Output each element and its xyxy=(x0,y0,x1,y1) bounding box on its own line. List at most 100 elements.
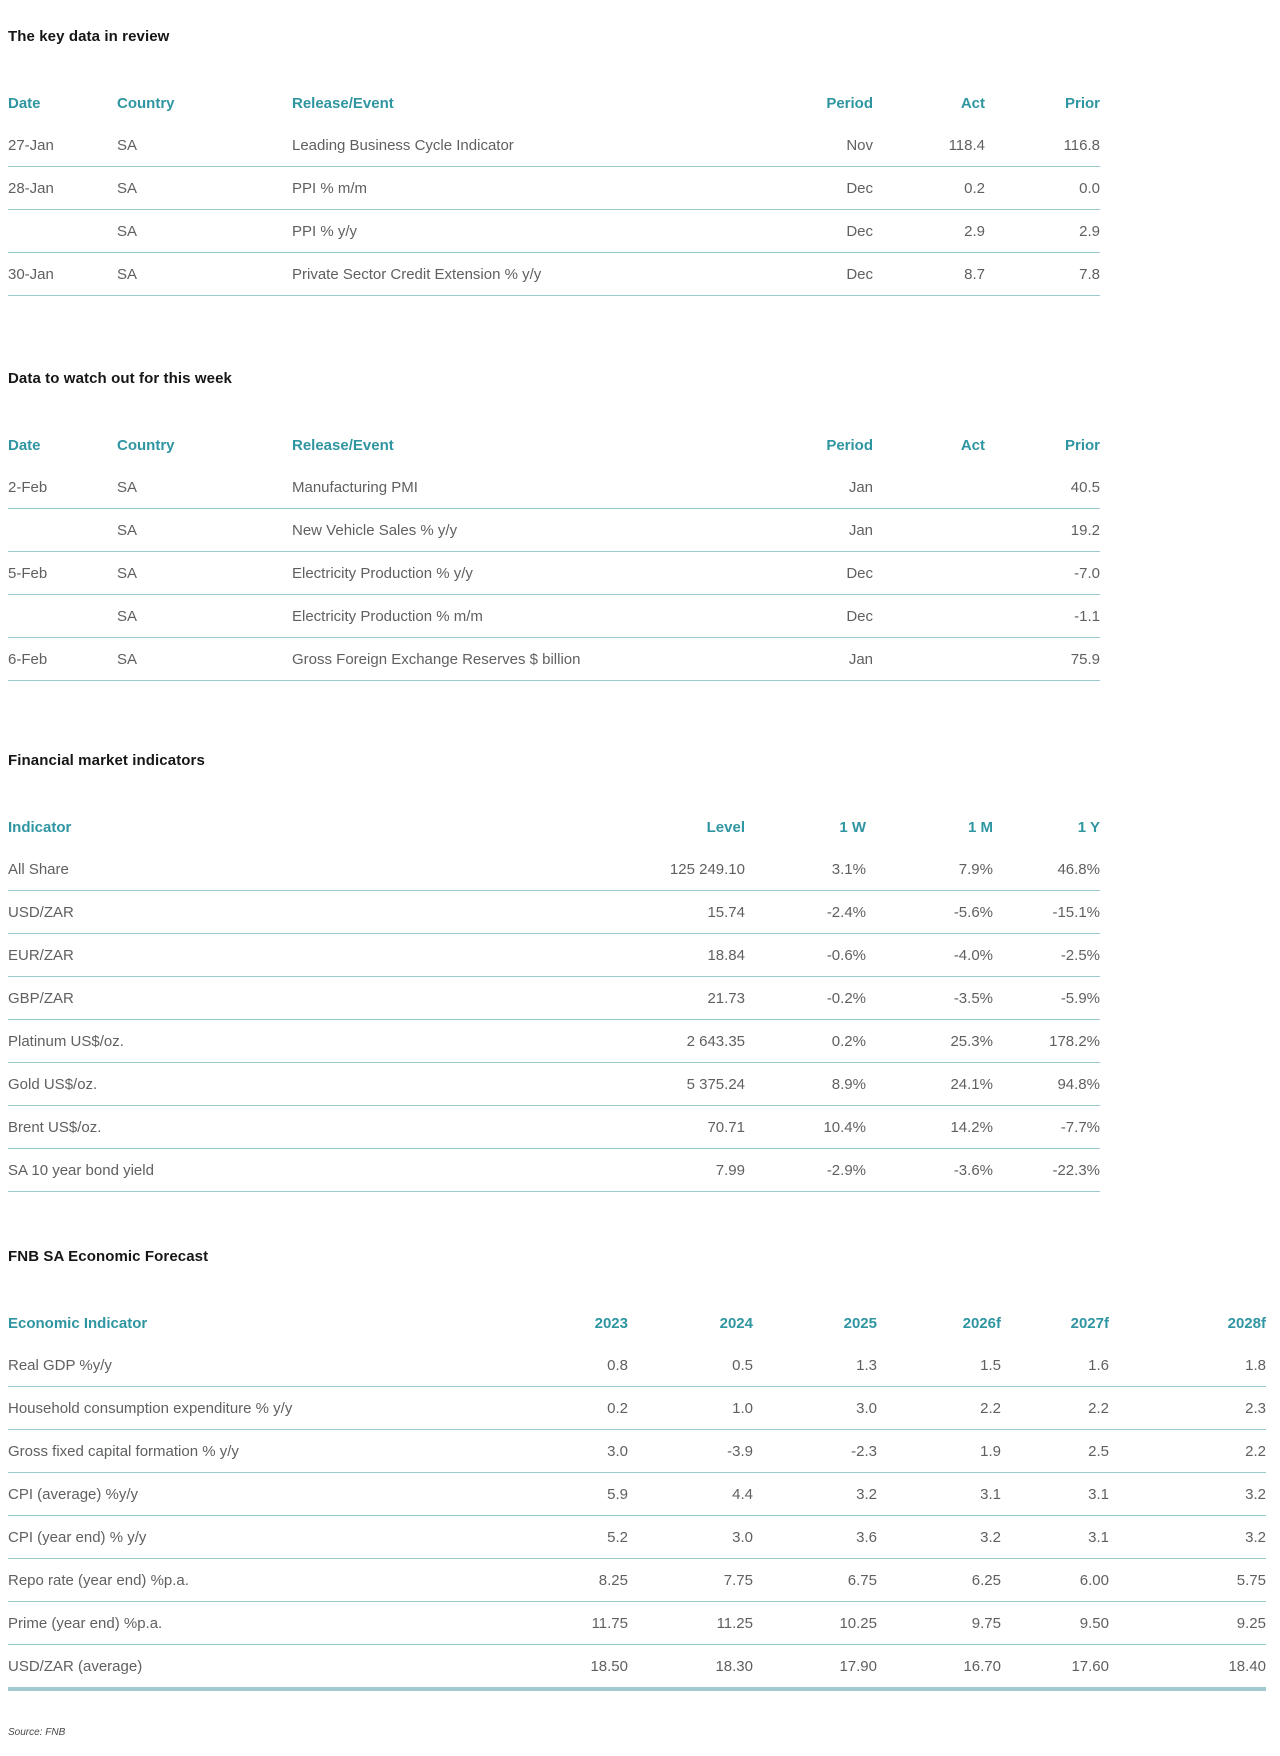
table-cell: Repo rate (year end) %p.a. xyxy=(8,1558,448,1602)
table-row: EUR/ZAR 18.84 -0.6% -4.0% -2.5% xyxy=(8,933,1100,977)
table-cell: 3.2 xyxy=(877,1515,1001,1559)
table-cell: 3.1% xyxy=(745,848,866,891)
table-cell: SA 10 year bond yield xyxy=(8,1148,458,1192)
table-cell: 5.9 xyxy=(448,1472,628,1516)
table-cell: 6.75 xyxy=(753,1558,877,1602)
table-cell: 6-Feb xyxy=(8,637,117,681)
table-cell xyxy=(873,637,985,681)
table-cell: 3.6 xyxy=(753,1515,877,1559)
column-header: Date xyxy=(8,436,41,454)
column-header: Release/Event xyxy=(292,436,394,454)
table-cell: 10.25 xyxy=(753,1601,877,1645)
column-header: 2023 xyxy=(594,1314,628,1332)
table-cell: -0.6% xyxy=(745,933,866,977)
table-cell: -15.1% xyxy=(993,890,1100,934)
table-cell: 0.5 xyxy=(628,1344,753,1387)
table-cell: -3.9 xyxy=(628,1429,753,1473)
table-row: Gross fixed capital formation % y/y 3.0 -3… xyxy=(8,1429,1266,1473)
table-cell: -2.9% xyxy=(745,1148,866,1192)
table-cell: 3.1 xyxy=(1001,1515,1109,1559)
table-row: SA New Vehicle Sales % y/y Jan 19.2 xyxy=(8,508,1100,552)
table-cell: 18.30 xyxy=(628,1644,753,1691)
column-header: Indicator xyxy=(8,818,72,836)
table-cell: 1.3 xyxy=(753,1344,877,1387)
table-cell: 14.2% xyxy=(866,1105,993,1149)
table-cell: CPI (average) %y/y xyxy=(8,1472,448,1516)
table-cell: Dec xyxy=(745,252,873,296)
table-cell: 1.0 xyxy=(628,1386,753,1430)
column-header: Period xyxy=(826,436,873,454)
table-cell: CPI (year end) % y/y xyxy=(8,1515,448,1559)
table-cell xyxy=(8,508,117,552)
table-cell: 8.7 xyxy=(873,252,985,296)
table-cell: 27-Jan xyxy=(8,124,117,167)
table-cell: 2.3 xyxy=(1109,1386,1266,1430)
table-cell: 16.70 xyxy=(877,1644,1001,1691)
table-cell: 3.2 xyxy=(1109,1472,1266,1516)
table-cell: Dec xyxy=(745,594,873,638)
column-header: 2024 xyxy=(719,1314,753,1332)
table-cell: Jan xyxy=(745,637,873,681)
column-header: Prior xyxy=(1064,436,1100,454)
table-cell: 7.8 xyxy=(985,252,1100,296)
table-cell: USD/ZAR xyxy=(8,890,458,934)
table-row: 5-Feb SA Electricity Production % y/y Dec -7… xyxy=(8,551,1100,595)
table-cell: Jan xyxy=(745,466,873,509)
table-cell: 18.40 xyxy=(1109,1644,1266,1691)
table-cell: Electricity Production % y/y xyxy=(292,551,745,595)
table-cell: 3.2 xyxy=(753,1472,877,1516)
table-cell: 28-Jan xyxy=(8,166,117,210)
key-data-in-review-table: Date Country Release/Event Period Act Prior 27… xyxy=(8,82,1100,296)
table-cell: 18.50 xyxy=(448,1644,628,1691)
table-cell: 2.2 xyxy=(1001,1386,1109,1430)
table-row: Repo rate (year end) %p.a. 8.25 7.75 6.75 6.… xyxy=(8,1558,1266,1602)
table-cell: 3.0 xyxy=(753,1386,877,1430)
table-cell: 5-Feb xyxy=(8,551,117,595)
section-title-data-to-watch: Data to watch out for this week xyxy=(8,370,232,387)
table-cell: 7.75 xyxy=(628,1558,753,1602)
table-cell: SA xyxy=(117,551,292,595)
table-cell xyxy=(873,594,985,638)
column-header: Country xyxy=(117,436,175,454)
table-cell: 2-Feb xyxy=(8,466,117,509)
table-cell: Brent US$/oz. xyxy=(8,1105,458,1149)
table-cell: 116.8 xyxy=(985,124,1100,167)
table-cell: PPI % m/m xyxy=(292,166,745,210)
column-header: 1 M xyxy=(967,818,993,836)
table-cell: -5.9% xyxy=(993,976,1100,1020)
column-header: 2026f xyxy=(962,1314,1001,1332)
table-row: CPI (year end) % y/y 5.2 3.0 3.6 3.2 3.1 3.2 xyxy=(8,1515,1266,1559)
table-cell: -5.6% xyxy=(866,890,993,934)
table-row: USD/ZAR (average) 18.50 18.30 17.90 16.70 17.… xyxy=(8,1644,1266,1691)
table-cell: 0.8 xyxy=(448,1344,628,1387)
table-cell: -2.4% xyxy=(745,890,866,934)
table-cell: 30-Jan xyxy=(8,252,117,296)
table-cell: 9.75 xyxy=(877,1601,1001,1645)
table-cell: Prime (year end) %p.a. xyxy=(8,1601,448,1645)
table-cell: 2.2 xyxy=(1109,1429,1266,1473)
table-cell: 10.4% xyxy=(745,1105,866,1149)
economic-forecast-table: Economic Indicator 2023 2024 2025 2026f 2027f… xyxy=(8,1302,1266,1691)
table-cell: PPI % y/y xyxy=(292,209,745,253)
table-cell: 0.2 xyxy=(448,1386,628,1430)
table-cell: 1.6 xyxy=(1001,1344,1109,1387)
table-cell: 46.8% xyxy=(993,848,1100,891)
table-row: Platinum US$/oz. 2 643.35 0.2% 25.3% 178.2% xyxy=(8,1019,1100,1063)
table-cell: Nov xyxy=(745,124,873,167)
column-header: Release/Event xyxy=(292,94,394,112)
column-header: Act xyxy=(960,436,985,454)
table-cell: Leading Business Cycle Indicator xyxy=(292,124,745,167)
table-cell: Household consumption expenditure % y/y xyxy=(8,1386,448,1430)
table-cell: 8.9% xyxy=(745,1062,866,1106)
table-cell: Electricity Production % m/m xyxy=(292,594,745,638)
column-header: 2027f xyxy=(1070,1314,1109,1332)
table-row: 2-Feb SA Manufacturing PMI Jan 40.5 xyxy=(8,466,1100,509)
header-row: Date Country Release/Event Period Act Prior xyxy=(8,82,1100,124)
table-cell: Dec xyxy=(745,551,873,595)
table-cell: SA xyxy=(117,166,292,210)
table-cell: 70.71 xyxy=(458,1105,745,1149)
table-cell: SA xyxy=(117,508,292,552)
table-cell: 118.4 xyxy=(873,124,985,167)
table-cell: 17.90 xyxy=(753,1644,877,1691)
table-cell: -4.0% xyxy=(866,933,993,977)
